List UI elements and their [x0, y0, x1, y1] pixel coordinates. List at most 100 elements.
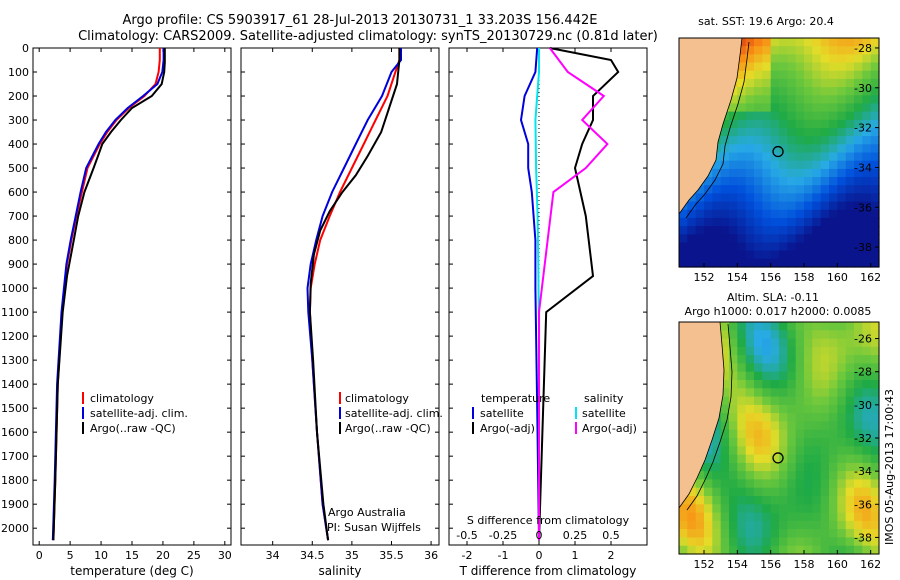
map-cell [787, 119, 797, 129]
map-cell [837, 346, 847, 356]
map-cell [754, 380, 763, 389]
map-cell [779, 512, 788, 522]
map-cell [695, 217, 705, 227]
x-tick-label: 2 [608, 549, 615, 562]
map-cell [854, 193, 863, 203]
map-cell [812, 446, 822, 456]
map-cell [729, 421, 738, 431]
map-cell [787, 87, 797, 96]
map-cell [779, 103, 788, 113]
map-cell [870, 429, 880, 439]
map-cell [779, 371, 788, 381]
map-cell [754, 177, 763, 186]
map-cell [745, 545, 755, 555]
map-cell [779, 258, 788, 268]
map-cell [812, 355, 822, 364]
map-cell [779, 388, 788, 398]
map-cell [845, 545, 855, 555]
map-cell [737, 111, 747, 121]
map-cell [770, 330, 780, 340]
map-cell [829, 462, 838, 472]
map-cell [779, 338, 788, 348]
map-cell [712, 250, 722, 260]
map-cell [829, 404, 838, 414]
map-cell [837, 226, 847, 235]
map-cell [745, 454, 755, 464]
map-cell [804, 119, 813, 129]
legend-label-argo: Argo(..raw -QC) [345, 422, 431, 435]
map-cell [795, 38, 805, 47]
map-cell [779, 421, 788, 431]
map-cell [795, 201, 805, 211]
map-cell [862, 62, 872, 72]
map-cell [745, 226, 755, 235]
map-cell [795, 46, 805, 55]
map-cell [679, 217, 688, 227]
map-cell [779, 504, 788, 514]
map-x-tick-label: 154 [727, 271, 748, 284]
map-cell [829, 62, 838, 72]
map-y-tick-label: -34 [854, 465, 872, 478]
map-cell [812, 242, 822, 252]
map-cell [762, 70, 772, 80]
map-cell [837, 388, 847, 398]
map-cell [845, 330, 855, 340]
map-cell [845, 512, 855, 522]
map-cell [720, 136, 730, 145]
map-cell [870, 38, 880, 47]
map-cell [720, 119, 730, 129]
map-cell [787, 209, 797, 219]
map-cell [812, 520, 822, 530]
map-cell [745, 363, 755, 373]
map-cell [770, 396, 780, 406]
map-cell [754, 136, 763, 145]
map-cell [729, 119, 738, 129]
map-cell [729, 462, 738, 472]
y-tick-label: 800 [8, 234, 29, 247]
map-cell [720, 496, 730, 505]
map-cell [762, 355, 772, 364]
map-cell [854, 250, 863, 260]
map-cell [829, 429, 838, 439]
map-cell [729, 545, 738, 555]
map-cell [862, 209, 872, 219]
map-cell [795, 152, 805, 162]
map-cell [720, 168, 730, 178]
map-cell [820, 388, 830, 398]
map-cell [745, 413, 755, 422]
map-cell [804, 152, 813, 162]
map-cell [770, 168, 780, 178]
map-cell [845, 177, 855, 186]
map-cell [862, 250, 872, 260]
map-cell [787, 62, 797, 72]
y-tick-label: 1800 [1, 474, 29, 487]
map-cell [812, 250, 822, 260]
map-cell [704, 258, 713, 268]
map-cell [820, 95, 830, 105]
map-cell [862, 38, 872, 47]
map-cell [854, 136, 863, 145]
map-cell [854, 388, 863, 398]
map-cell [870, 152, 880, 162]
map-cell [745, 119, 755, 129]
map-cell [837, 136, 847, 145]
map-cell [812, 338, 822, 348]
map-cell [787, 322, 797, 331]
x-tick-label: 5 [67, 549, 74, 562]
map-cell [870, 111, 880, 121]
map-cell [720, 429, 730, 439]
map-cell [762, 322, 772, 331]
sst-shelf-contour [685, 41, 750, 219]
map-cell [704, 454, 713, 464]
temperature-xlabel: temperature (deg C) [70, 564, 193, 578]
map-cell [820, 193, 830, 203]
map-cell [729, 380, 738, 389]
map-cell [779, 363, 788, 373]
map-cell [845, 380, 855, 389]
map-cell [812, 438, 822, 447]
map-cell [804, 520, 813, 530]
map-cell [745, 258, 755, 268]
map-cell [737, 438, 747, 447]
map-cell [795, 70, 805, 80]
map-cell [787, 520, 797, 530]
